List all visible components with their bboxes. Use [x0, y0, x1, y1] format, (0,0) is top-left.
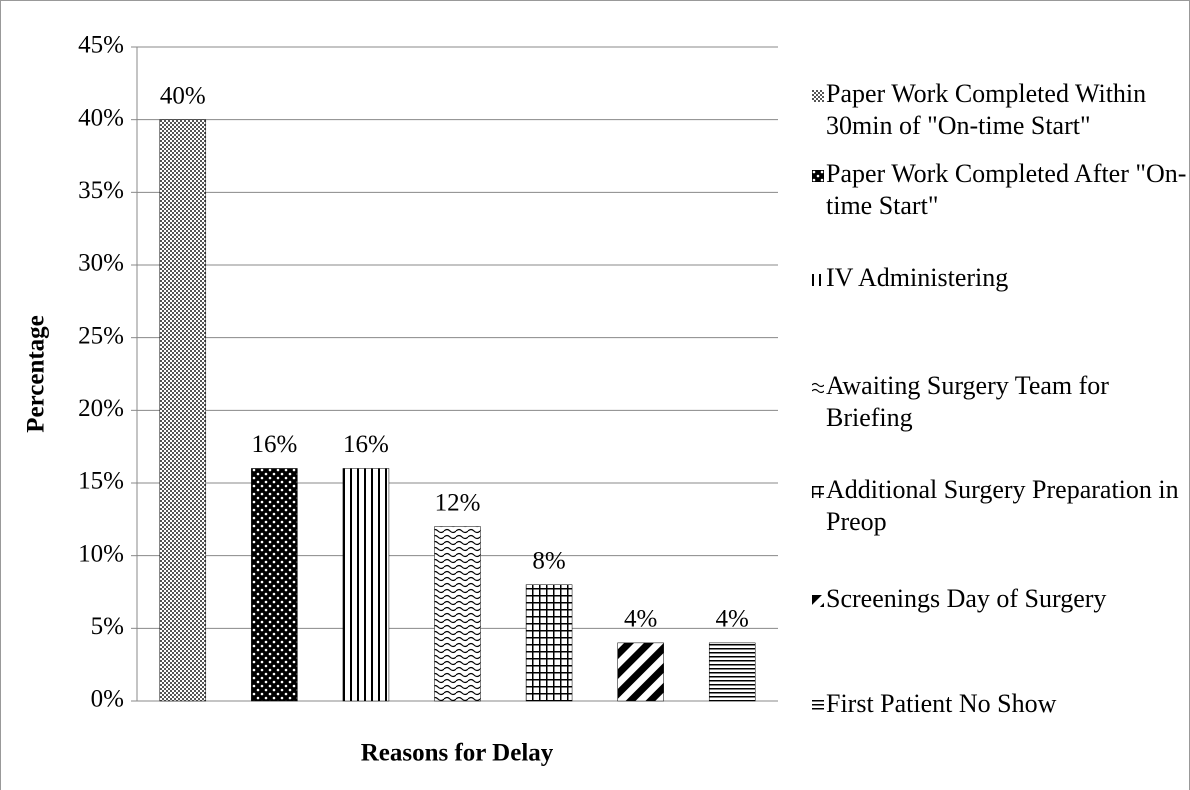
- y-tick-label: 15%: [78, 468, 124, 495]
- data-label: 40%: [160, 82, 206, 109]
- legend-entry: Paper Work Completed Within 30min of "On…: [812, 78, 1190, 142]
- bar: [434, 526, 481, 702]
- data-label: 16%: [251, 431, 297, 458]
- y-tick-label: 35%: [78, 177, 124, 204]
- bar: [708, 642, 756, 702]
- bar: [159, 119, 207, 702]
- bar: [525, 584, 573, 702]
- legend-swatch: [812, 170, 824, 183]
- y-tick-label: 25%: [78, 322, 124, 349]
- legend-swatch: [812, 274, 824, 287]
- legend-swatch: [812, 595, 824, 608]
- legend-swatch: [812, 382, 824, 395]
- legend-label: Paper Work Completed After "On-time Star…: [826, 159, 1187, 220]
- legend-swatch-fill: [812, 170, 824, 183]
- legend-swatch: [812, 486, 824, 499]
- legend-swatch-fill: [812, 382, 824, 395]
- legend-label: Paper Work Completed Within 30min of "On…: [826, 79, 1147, 140]
- data-label: 4%: [624, 606, 657, 633]
- legend-label: Awaiting Surgery Team for Briefing: [826, 371, 1109, 432]
- y-tick-label: 5%: [91, 613, 124, 640]
- legend-label: Additional Surgery Preparation in Preop: [826, 475, 1179, 536]
- y-tick-label: 45%: [78, 32, 124, 59]
- legend-entry: Screenings Day of Surgery: [812, 583, 1190, 615]
- legend-swatch: [812, 700, 824, 713]
- legend-swatch: [812, 90, 824, 103]
- legend-label: First Patient No Show: [826, 689, 1057, 718]
- data-label: 16%: [343, 431, 389, 458]
- data-label: 4%: [716, 606, 749, 633]
- legend-swatch-fill: [812, 90, 824, 103]
- legend-swatch-fill: [812, 274, 824, 287]
- data-label: 8%: [532, 547, 565, 574]
- y-tick-label: 20%: [78, 395, 124, 422]
- legend-swatch-fill: [812, 595, 824, 608]
- y-axis-label: Percentage: [23, 315, 50, 433]
- legend-swatch-fill: [812, 486, 824, 499]
- legend-entry: Paper Work Completed After "On-time Star…: [812, 158, 1190, 222]
- bar: [617, 642, 664, 702]
- y-tick-label: 40%: [78, 104, 124, 131]
- legend-label: IV Administering: [826, 263, 1009, 292]
- x-axis-label: Reasons for Delay: [361, 740, 554, 767]
- bar: [342, 468, 390, 702]
- bar: [251, 468, 298, 702]
- legend-swatch-fill: [812, 700, 824, 713]
- legend-label: Screenings Day of Surgery: [826, 584, 1107, 613]
- legend-entry: IV Administering: [812, 262, 1190, 294]
- legend-entry: Awaiting Surgery Team for Briefing: [812, 370, 1190, 434]
- y-tick-label: 0%: [91, 686, 124, 713]
- data-label: 12%: [435, 489, 481, 516]
- legend-entry: Additional Surgery Preparation in Preop: [812, 474, 1190, 538]
- legend-entry: First Patient No Show: [812, 688, 1190, 720]
- y-tick-label: 10%: [78, 540, 124, 567]
- y-tick-label: 30%: [78, 250, 124, 277]
